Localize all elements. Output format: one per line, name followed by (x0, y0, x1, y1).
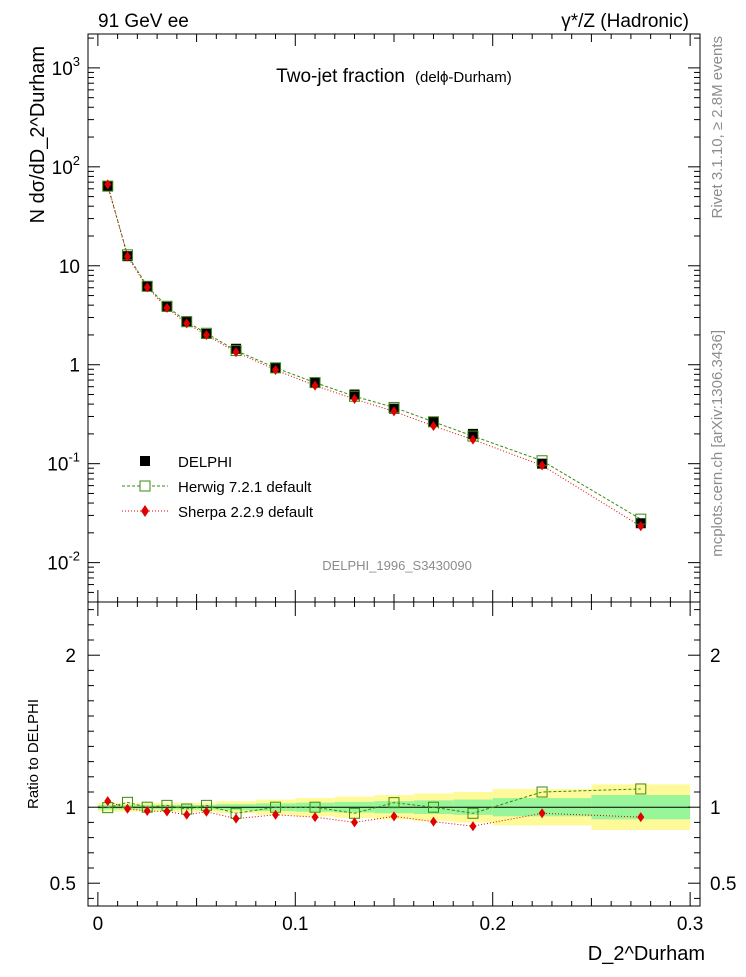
ratio-point-herwig (427, 801, 439, 813)
ratio-axis-ticks: 0.5 0.5 1 1 2 2 0 0.1 0.2 0.3 (50, 602, 736, 935)
data-point-sherpa (429, 421, 437, 432)
mcplots-reference: mcplots.cern.ch [arXiv:1306.3436] (709, 330, 726, 557)
ratio-point-sherpa (232, 813, 240, 824)
chart-title-suffix: (delϕ-Durham) (415, 69, 512, 86)
y-tick-label: 10-2 (47, 549, 80, 575)
ratio-point-sherpa (123, 803, 131, 814)
ratio-y-tick-label: 2 (65, 646, 76, 667)
series-line (107, 184, 642, 527)
y-tick-label: 10 (59, 257, 80, 278)
ratio-series-line (107, 788, 641, 814)
ratio-series-group (102, 783, 647, 832)
legend-marker-herwig (139, 480, 151, 492)
x-tick-label: 0.1 (282, 914, 308, 935)
data-point-sherpa (202, 329, 210, 340)
x-tick-label: 0.2 (479, 914, 505, 935)
data-point-sherpa (272, 364, 280, 375)
data-point-sherpa (143, 282, 151, 293)
ratio-y-tick-label: 1 (65, 798, 76, 819)
ratio-y-tick-label-right: 1 (710, 798, 721, 819)
data-point-sherpa (311, 380, 319, 391)
ratio-point-sherpa (104, 796, 112, 807)
ratio-point-sherpa (163, 806, 171, 817)
ratio-y-axis-label: Ratio to DELPHI (25, 699, 42, 809)
y-tick-label: 1 (69, 356, 80, 377)
ratio-point-herwig (635, 783, 647, 795)
data-point-delphi (467, 428, 478, 439)
ratio-panel: 0.5 0.5 1 1 2 2 0 0.1 0.2 0.3 Ratio to DELPHI D_2… (25, 601, 736, 965)
data-point-sherpa (469, 434, 477, 445)
ratio-point-sherpa (272, 809, 280, 820)
ratio-bands (97, 784, 691, 830)
data-point-sherpa (183, 318, 191, 329)
data-point-sherpa (390, 406, 398, 417)
legend-marker-sherpa (141, 505, 149, 517)
ratio-plot-frame (87, 601, 701, 907)
ratio-point-herwig (536, 786, 548, 798)
ratio-point-sherpa (637, 812, 645, 823)
ratio-point-sherpa (311, 812, 319, 823)
main-axis-ticks: 10-2 10-1 1 10 102 103 (47, 34, 700, 603)
ratio-y-tick-label-right: 0.5 (710, 874, 736, 895)
ratio-point-sherpa (469, 821, 477, 832)
ratio-y-tick-label-right: 2 (710, 646, 721, 667)
ratio-point-sherpa (390, 811, 398, 822)
x-tick-label: 0.3 (677, 914, 703, 935)
x-axis-label: D_2^Durham (588, 943, 705, 965)
header-right: γ*/Z (Hadronic) (561, 11, 689, 32)
data-point-sherpa (163, 302, 171, 313)
ratio-point-sherpa (538, 808, 546, 819)
data-point-sherpa (232, 347, 240, 358)
data-point-sherpa (123, 251, 131, 262)
legend-label-herwig: Herwig 7.2.1 default (178, 479, 312, 496)
x-tick-label: 0 (93, 914, 104, 935)
ratio-point-sherpa (429, 816, 437, 827)
chart-title: Two-jet fraction (276, 66, 405, 87)
rivet-version: Rivet 3.1.10, ≥ 2.8M events (709, 36, 726, 219)
ratio-point-sherpa (351, 817, 359, 828)
ratio-point-sherpa (202, 806, 210, 817)
legend-label-delphi: DELPHI (178, 454, 232, 471)
ratio-point-herwig (467, 807, 479, 819)
header-left: 91 GeV ee (98, 11, 189, 32)
y-tick-label: 10-1 (47, 450, 80, 476)
analysis-id: DELPHI_1996_S3430090 (322, 558, 472, 573)
data-point-sherpa (637, 521, 645, 532)
y-axis-label: N dσ/dD_2^Durham (27, 46, 49, 223)
ratio-point-herwig (388, 797, 400, 809)
main-panel: 10-2 10-1 1 10 102 103 Two-jet fraction (delϕ… (27, 33, 701, 603)
ratio-point-sherpa (143, 806, 151, 816)
legend-label-sherpa: Sherpa 2.2.9 default (178, 504, 314, 521)
ratio-y-tick-label: 0.5 (50, 874, 76, 895)
data-point-sherpa (351, 394, 359, 405)
ratio-point-sherpa (183, 809, 191, 820)
data-point-sherpa (538, 460, 546, 471)
y-tick-label: 102 (52, 153, 80, 179)
y-tick-label: 103 (52, 54, 80, 80)
legend: DELPHI Herwig 7.2.1 default Sherpa 2.2.9… (122, 454, 314, 521)
legend-marker-delphi (140, 456, 150, 466)
data-point-sherpa (104, 179, 112, 190)
main-series-group (102, 179, 647, 532)
